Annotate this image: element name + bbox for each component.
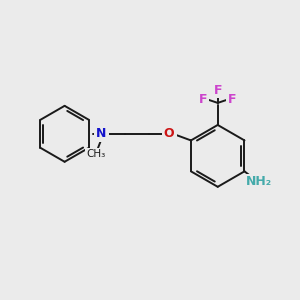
Text: F: F (228, 93, 236, 106)
Text: N: N (96, 127, 106, 140)
Text: F: F (199, 93, 208, 106)
Text: CH₃: CH₃ (86, 149, 106, 159)
Text: NH₂: NH₂ (246, 175, 272, 188)
Text: O: O (164, 127, 175, 140)
Text: F: F (214, 84, 222, 97)
